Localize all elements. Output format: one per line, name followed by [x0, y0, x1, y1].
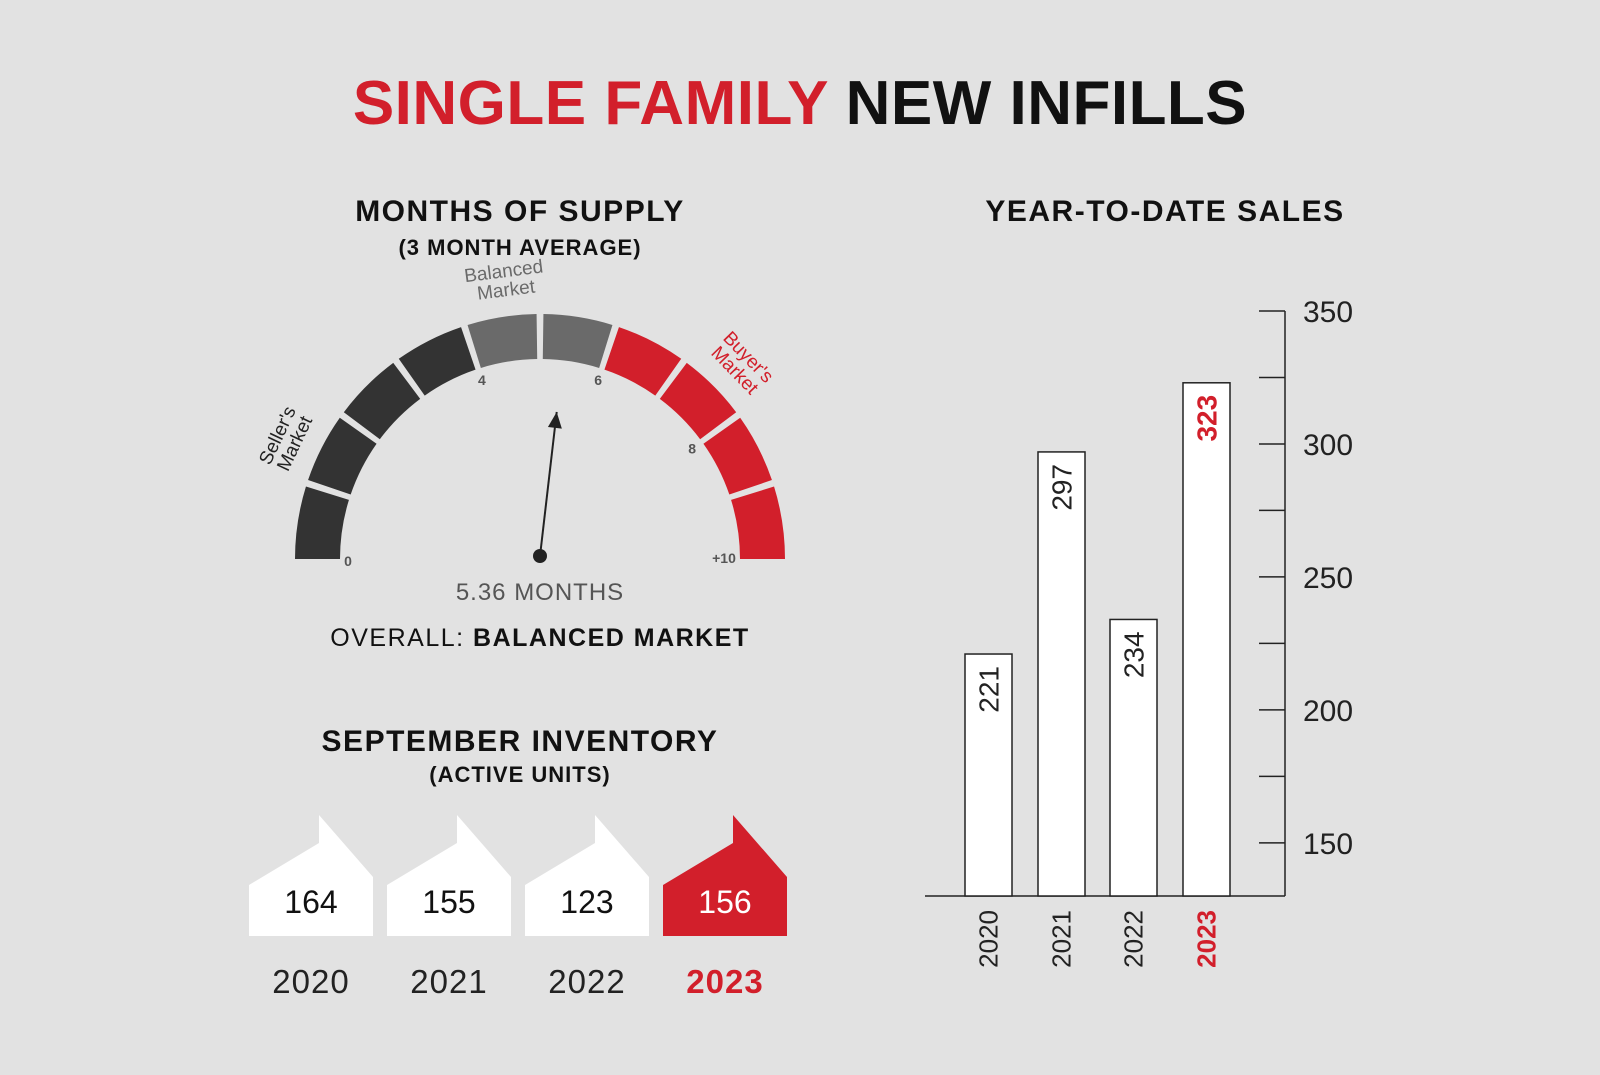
gauge-segment	[295, 486, 349, 559]
gauge-tick-label: 6	[594, 372, 602, 388]
house-year-label: 2020	[272, 963, 350, 1000]
gauge-segment	[308, 417, 377, 495]
y-tick-label: 150	[1303, 828, 1353, 861]
gauge-title: MONTHS OF SUPPLY	[355, 195, 685, 228]
bar-value-label: 323	[1192, 395, 1223, 442]
overall-label: OVERALL:	[330, 624, 465, 652]
house-year-label: 2023	[686, 963, 764, 1000]
house-value: 123	[560, 884, 614, 920]
bar	[1109, 618, 1158, 897]
house-shape	[663, 815, 787, 936]
title-part-red: SINGLE FAMILY	[352, 69, 828, 138]
inventory-title: SEPTEMBER INVENTORY	[321, 725, 719, 758]
y-tick-label: 300	[1303, 429, 1353, 462]
overall-value: BALANCED MARKET	[473, 624, 750, 652]
bar-value-label: 221	[974, 666, 1005, 713]
house-value: 164	[284, 884, 338, 920]
y-tick-label: 250	[1303, 562, 1353, 595]
gauge-needle-head	[547, 411, 562, 429]
x-tick-label: 2022	[1119, 910, 1149, 968]
chart-title: YEAR-TO-DATE SALES	[985, 195, 1345, 228]
bar-value-label: 234	[1119, 631, 1150, 678]
gauge-tick-label: 0	[344, 553, 352, 569]
gauge-segment	[398, 327, 476, 396]
gauge-segment	[343, 362, 421, 440]
x-tick-label: 2020	[974, 910, 1004, 968]
bar-value-label: 297	[1047, 464, 1078, 511]
gauge-segment	[731, 486, 785, 559]
title-part-black: NEW INFILLS	[845, 69, 1248, 138]
house-value: 155	[422, 884, 476, 920]
page-title: SINGLE FAMILY NEW INFILLS	[0, 68, 1600, 139]
house-year-label: 2021	[410, 963, 488, 1000]
gauge-tick-label: 4	[478, 372, 486, 388]
y-tick-label: 200	[1303, 695, 1353, 728]
overall-market: OVERALL: BALANCED MARKET	[290, 624, 790, 653]
gauge-tick-label: 8	[688, 440, 696, 456]
gauge-segment	[659, 362, 737, 440]
bar	[1037, 451, 1086, 897]
gauge-pivot	[533, 549, 547, 563]
house-shape	[249, 815, 373, 936]
house-value: 156	[698, 884, 752, 920]
y-tick-label: 350	[1303, 296, 1353, 329]
gauge-segment	[467, 314, 538, 368]
house-year-label: 2022	[548, 963, 626, 1000]
bar	[964, 653, 1013, 897]
gauge-readout: 5.36 MONTHS	[455, 579, 625, 606]
gauge-subtitle: (3 MONTH AVERAGE)	[398, 235, 642, 260]
gauge-segment	[703, 417, 772, 495]
inventory-subtitle: (ACTIVE UNITS)	[429, 762, 611, 787]
bar	[1182, 382, 1231, 897]
gauge-segment	[604, 327, 682, 396]
x-tick-label: 2023	[1192, 910, 1222, 968]
house-shape	[387, 815, 511, 936]
house-shape	[525, 815, 649, 936]
x-tick-label: 2021	[1047, 910, 1077, 968]
gauge-needle	[539, 411, 558, 557]
gauge-tick-label: +10	[712, 550, 736, 566]
gauge-segment	[542, 314, 613, 368]
